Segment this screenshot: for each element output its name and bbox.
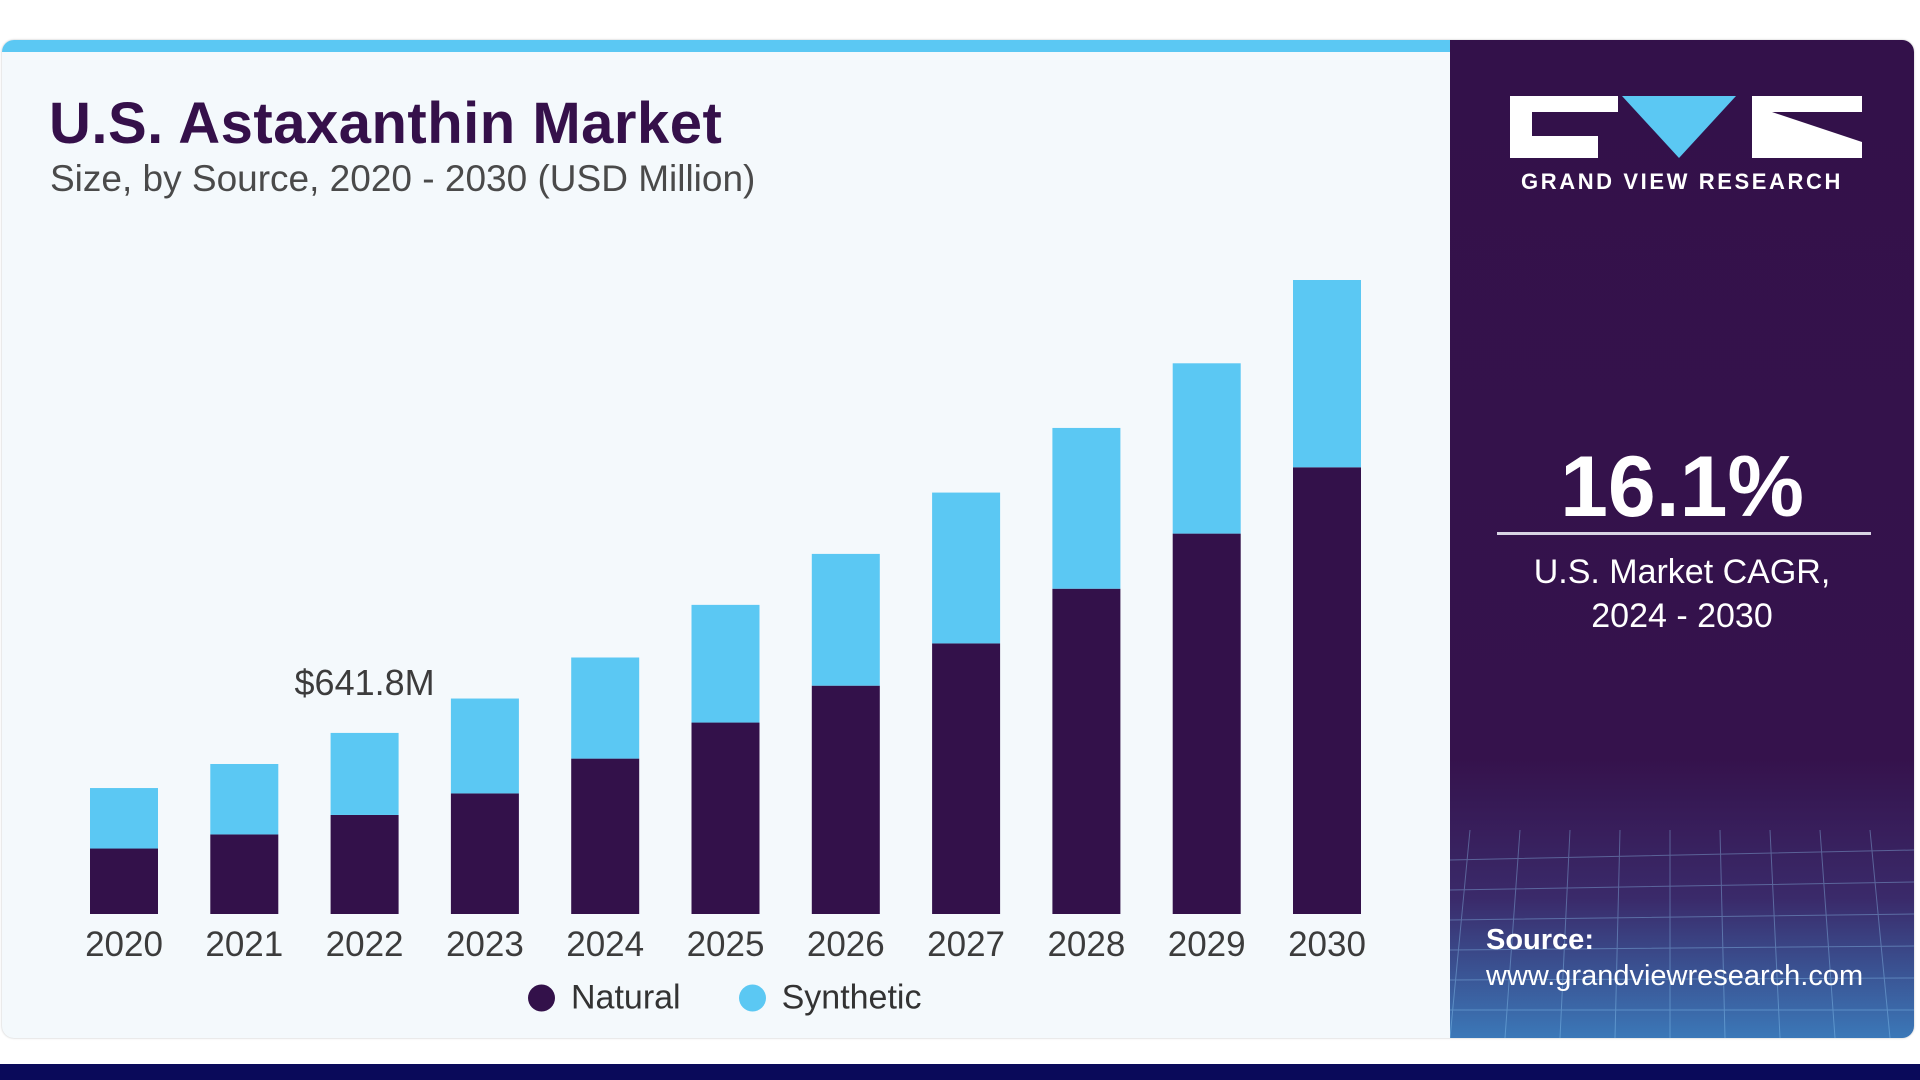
bar-natural-2027 bbox=[932, 643, 1001, 914]
chart-title: U.S. Astaxanthin Market bbox=[49, 91, 723, 156]
bar-natural-2030 bbox=[1293, 467, 1361, 914]
bar-synthetic-2022 bbox=[330, 732, 399, 815]
x-tick-label-2029: 2029 bbox=[1168, 925, 1246, 964]
bar-natural-2024 bbox=[571, 758, 640, 914]
legend-label-natural: Natural bbox=[571, 978, 681, 1017]
side-panel: GRAND VIEW RESEARCH 16.1% U.S. Market CA… bbox=[1450, 40, 1914, 1038]
footer-bar bbox=[0, 1064, 1920, 1080]
legend-item-synthetic: Synthetic bbox=[738, 978, 922, 1018]
x-tick-label-2030: 2030 bbox=[1288, 925, 1366, 964]
bar-natural-2023 bbox=[450, 793, 519, 914]
bar-synthetic-2027 bbox=[932, 492, 1001, 644]
chart-legend: Natural Synthetic bbox=[528, 979, 979, 1018]
bar-natural-2028 bbox=[1052, 588, 1121, 914]
bar-natural-2020 bbox=[90, 848, 158, 914]
chart-panel: U.S. Astaxanthin Market Size, by Source,… bbox=[2, 40, 1450, 1038]
bar-synthetic-2021 bbox=[210, 763, 279, 835]
x-tick-label-2021: 2021 bbox=[205, 925, 283, 964]
x-tick-label-2026: 2026 bbox=[807, 925, 885, 964]
background-grid-pattern bbox=[1450, 830, 1914, 1038]
cagr-label-line1: U.S. Market CAGR, bbox=[1533, 553, 1831, 591]
bar-synthetic-2030 bbox=[1293, 280, 1361, 468]
x-tick-label-2027: 2027 bbox=[927, 925, 1005, 964]
bar-synthetic-2028 bbox=[1052, 427, 1121, 589]
legend-item-natural: Natural bbox=[528, 979, 681, 1018]
legend-swatch-synthetic bbox=[738, 984, 766, 1012]
bar-natural-2022 bbox=[330, 814, 399, 914]
grand-view-research-logo bbox=[1510, 96, 1862, 158]
bar-synthetic-2029 bbox=[1172, 363, 1241, 534]
cagr-divider bbox=[1497, 532, 1871, 535]
stacked-bar-chart: 2020 2021 2022 2023 2024 2025 2026 2027 2028 2029… bbox=[85, 280, 1366, 964]
source-url[interactable]: www.grandviewresearch.com bbox=[1486, 960, 1864, 992]
bar-synthetic-2025 bbox=[691, 604, 760, 723]
chart-subtitle: Size, by Source, 2020 - 2030 (USD Millio… bbox=[50, 158, 756, 199]
bar-natural-2025 bbox=[691, 722, 760, 914]
bar-natural-2029 bbox=[1172, 533, 1241, 914]
bar-synthetic-2024 bbox=[571, 657, 640, 759]
cagr-label: U.S. Market CAGR, 2024 - 2030 bbox=[1450, 550, 1914, 638]
x-tick-label-2028: 2028 bbox=[1047, 925, 1125, 964]
cagr-label-line2: 2024 - 2030 bbox=[1591, 597, 1773, 635]
legend-swatch-natural bbox=[528, 984, 555, 1012]
x-tick-label-2022: 2022 bbox=[326, 925, 404, 964]
legend-label-synthetic: Synthetic bbox=[781, 978, 922, 1017]
cagr-value: 16.1% bbox=[1560, 439, 1804, 535]
bar-synthetic-2023 bbox=[450, 698, 519, 794]
data-label-2022: $641.8M bbox=[295, 662, 435, 703]
logo-wordmark: GRAND VIEW RESEARCH bbox=[1521, 169, 1843, 194]
top-accent-bar bbox=[2, 40, 1450, 52]
source-title: Source: bbox=[1486, 924, 1594, 956]
x-tick-label-2024: 2024 bbox=[566, 925, 644, 964]
bar-natural-2026 bbox=[811, 685, 880, 914]
x-tick-label-2023: 2023 bbox=[446, 925, 524, 964]
bar-synthetic-2020 bbox=[90, 788, 158, 849]
x-tick-label-2025: 2025 bbox=[687, 925, 765, 964]
bar-natural-2021 bbox=[210, 834, 279, 914]
x-tick-label-2020: 2020 bbox=[85, 925, 163, 964]
chart-card: U.S. Astaxanthin Market Size, by Source,… bbox=[2, 40, 1914, 1038]
bar-synthetic-2026 bbox=[811, 553, 880, 686]
